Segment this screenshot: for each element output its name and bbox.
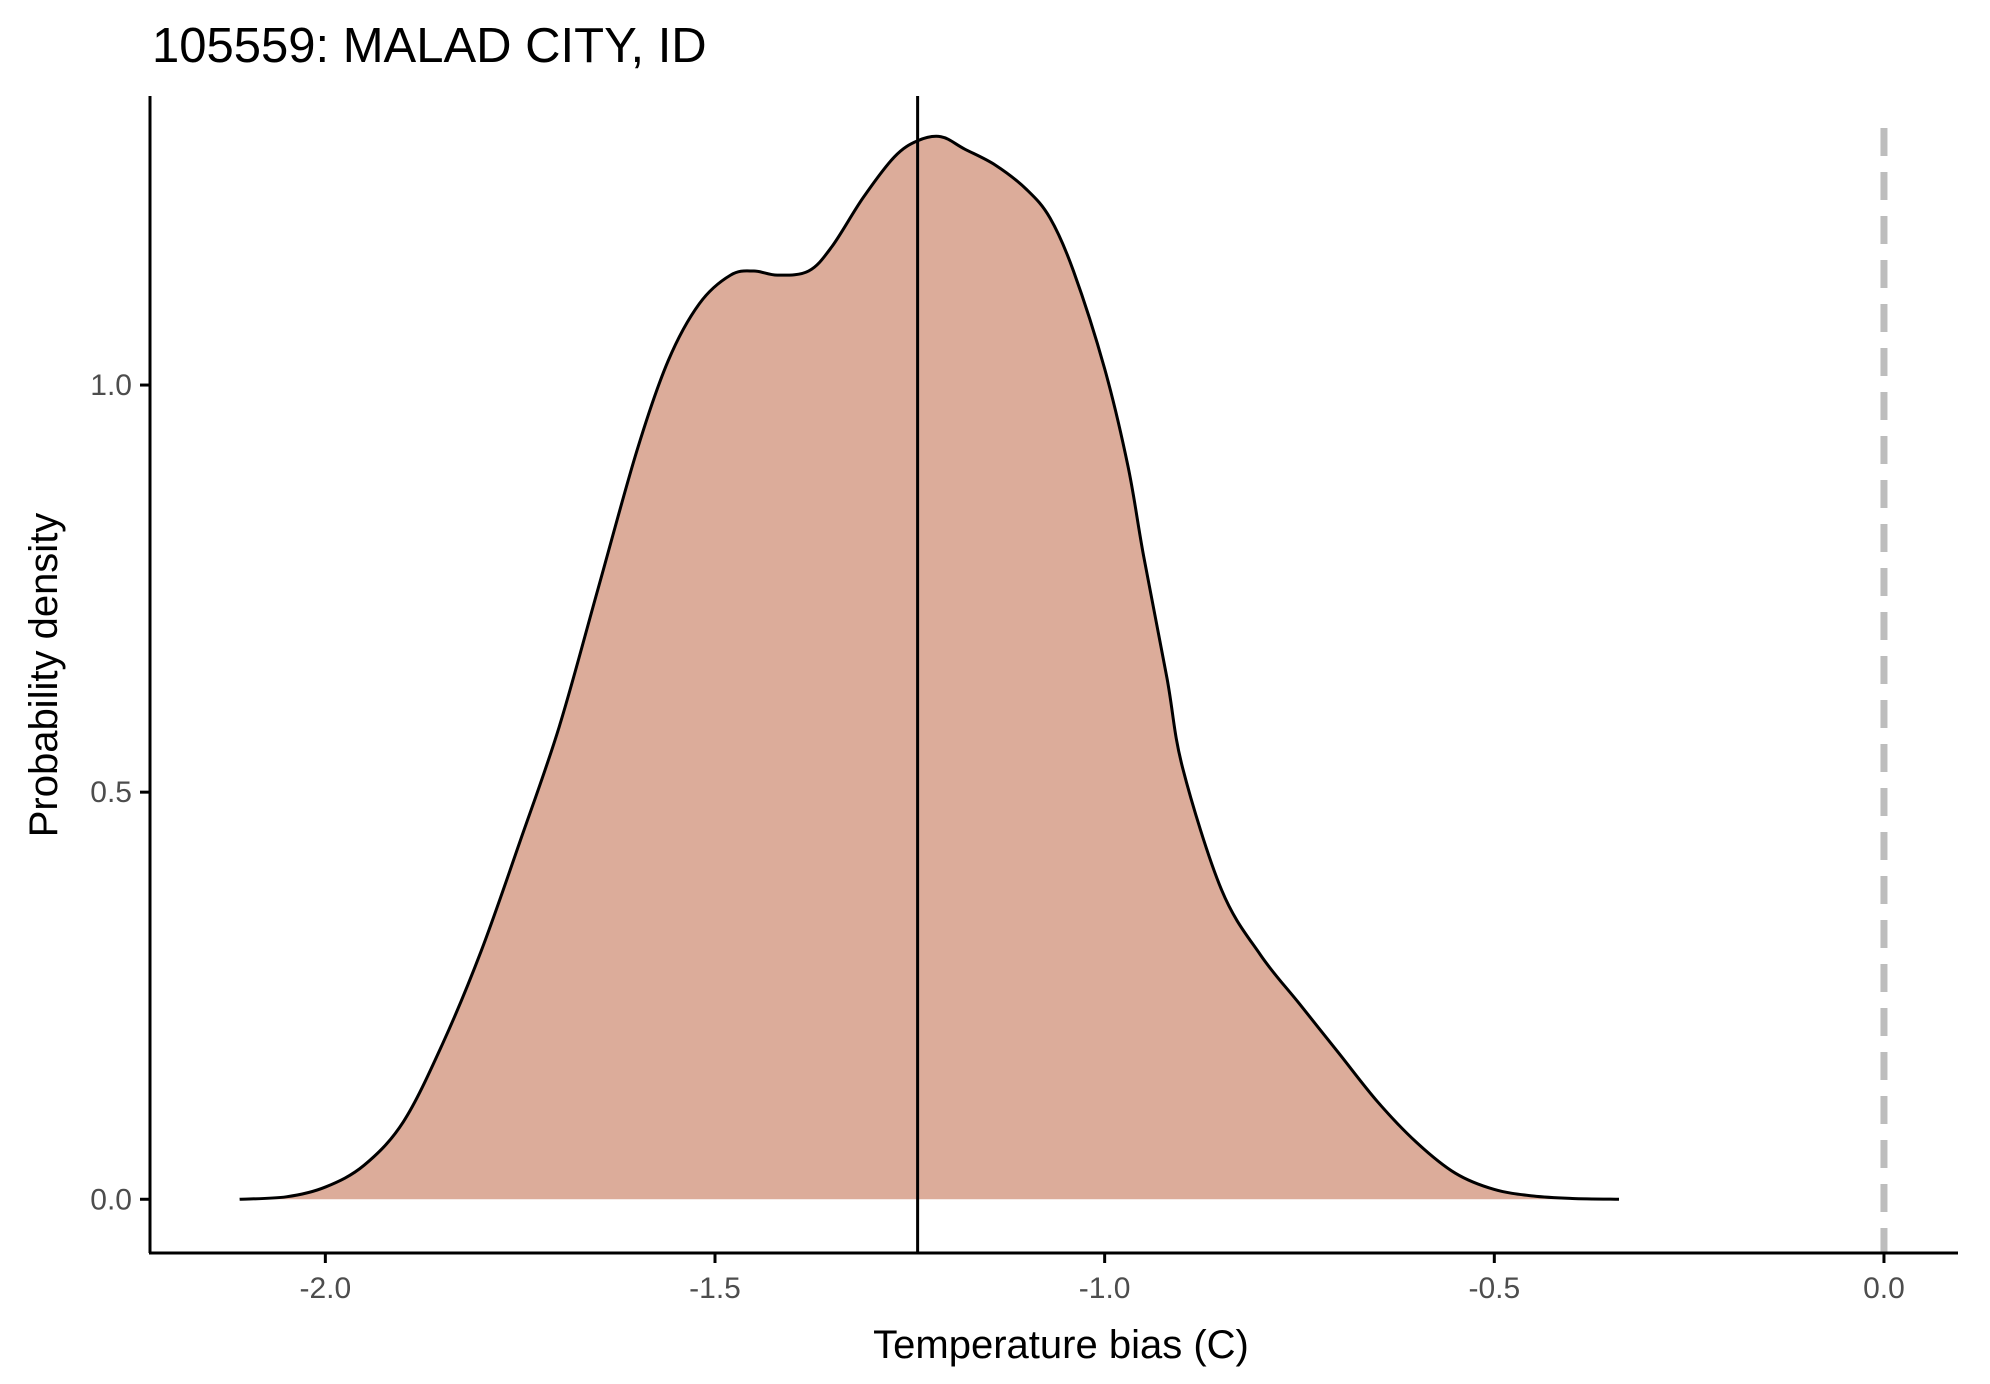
y-tick-label: 0.0 — [90, 1183, 132, 1216]
y-axis-title: Probability density — [22, 513, 66, 838]
x-ticks: -2.0 -1.5 -1.0 -0.5 0.0 — [299, 1253, 1905, 1305]
x-tick-label: -1.0 — [1079, 1272, 1131, 1305]
axes: -2.0 -1.5 -1.0 -0.5 0.0 0.0 0.5 1.0 — [90, 96, 1958, 1305]
x-tick-label: -2.0 — [299, 1272, 351, 1305]
density-area — [239, 136, 1619, 1200]
plot-area — [239, 96, 1888, 1253]
x-tick-label: -0.5 — [1468, 1272, 1520, 1305]
y-tick-label: 0.5 — [90, 776, 132, 809]
y-tick-label: 1.0 — [90, 369, 132, 402]
x-axis-title: Temperature bias (C) — [873, 1323, 1249, 1367]
chart-title: 105559: MALAD CITY, ID — [152, 19, 707, 73]
y-ticks: 0.0 0.5 1.0 — [90, 369, 150, 1216]
x-tick-label: 0.0 — [1863, 1272, 1905, 1305]
x-tick-label: -1.5 — [689, 1272, 741, 1305]
density-curve — [239, 134, 1620, 1201]
